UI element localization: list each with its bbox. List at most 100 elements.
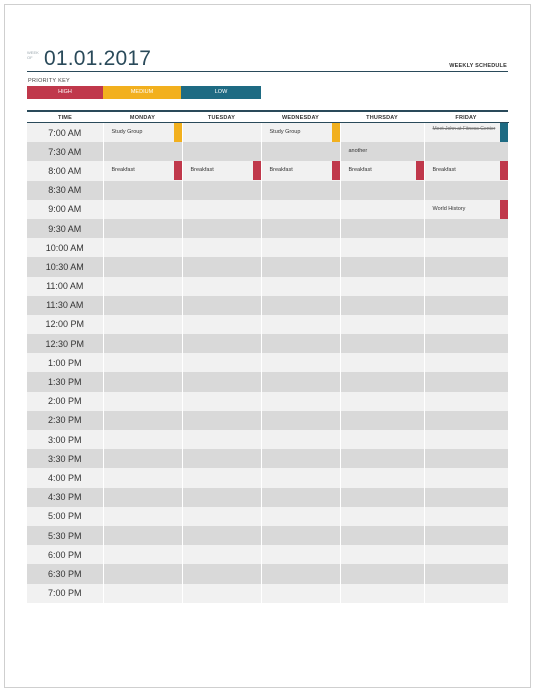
- slot-monday[interactable]: [103, 564, 183, 584]
- slot-tuesday[interactable]: [182, 276, 262, 296]
- slot-tuesday[interactable]: [182, 506, 262, 526]
- slot-monday[interactable]: [103, 487, 183, 507]
- slot-monday[interactable]: [103, 353, 183, 373]
- slot-monday[interactable]: [103, 314, 183, 335]
- slot-monday[interactable]: [103, 583, 183, 603]
- slot-wednesday[interactable]: [261, 564, 341, 584]
- slot-wednesday[interactable]: [261, 334, 341, 354]
- slot-friday[interactable]: World History: [424, 199, 509, 219]
- slot-thursday[interactable]: [340, 372, 425, 392]
- slot-friday[interactable]: [424, 295, 509, 315]
- slot-thursday[interactable]: [340, 468, 425, 488]
- slot-thursday[interactable]: [340, 583, 425, 603]
- slot-friday[interactable]: [424, 142, 509, 162]
- slot-thursday[interactable]: [340, 487, 425, 507]
- slot-wednesday[interactable]: [261, 487, 341, 507]
- slot-tuesday[interactable]: [182, 199, 262, 219]
- slot-monday[interactable]: [103, 506, 183, 526]
- slot-friday[interactable]: [424, 238, 509, 258]
- slot-thursday[interactable]: [340, 314, 425, 335]
- slot-friday[interactable]: [424, 449, 509, 469]
- slot-monday[interactable]: [103, 276, 183, 296]
- slot-monday[interactable]: [103, 257, 183, 277]
- slot-tuesday[interactable]: [182, 525, 262, 546]
- slot-tuesday[interactable]: [182, 430, 262, 450]
- slot-friday[interactable]: [424, 525, 509, 546]
- slot-monday[interactable]: Study Group: [103, 122, 183, 143]
- slot-thursday[interactable]: [340, 238, 425, 258]
- slot-monday[interactable]: [103, 334, 183, 354]
- slot-friday[interactable]: [424, 583, 509, 603]
- slot-wednesday[interactable]: [261, 180, 341, 200]
- slot-monday[interactable]: [103, 525, 183, 546]
- slot-friday[interactable]: [424, 468, 509, 488]
- slot-thursday[interactable]: [340, 199, 425, 219]
- slot-friday[interactable]: Breakfast: [424, 161, 509, 181]
- slot-wednesday[interactable]: [261, 238, 341, 258]
- slot-thursday[interactable]: another: [340, 142, 425, 162]
- slot-tuesday[interactable]: [182, 410, 262, 430]
- slot-tuesday[interactable]: [182, 545, 262, 565]
- slot-wednesday[interactable]: [261, 410, 341, 430]
- slot-monday[interactable]: [103, 180, 183, 200]
- slot-tuesday[interactable]: [182, 353, 262, 373]
- slot-friday[interactable]: [424, 506, 509, 526]
- slot-friday[interactable]: [424, 545, 509, 565]
- slot-friday[interactable]: [424, 334, 509, 354]
- slot-friday[interactable]: [424, 391, 509, 411]
- slot-wednesday[interactable]: [261, 314, 341, 335]
- slot-wednesday[interactable]: [261, 583, 341, 603]
- slot-tuesday[interactable]: [182, 314, 262, 335]
- slot-thursday[interactable]: [340, 545, 425, 565]
- slot-friday[interactable]: [424, 410, 509, 430]
- slot-tuesday[interactable]: [182, 238, 262, 258]
- slot-monday[interactable]: [103, 545, 183, 565]
- slot-thursday[interactable]: [340, 410, 425, 430]
- slot-friday[interactable]: [424, 180, 509, 200]
- slot-tuesday[interactable]: [182, 122, 262, 143]
- slot-thursday[interactable]: [340, 295, 425, 315]
- slot-thursday[interactable]: [340, 122, 425, 143]
- slot-wednesday[interactable]: [261, 353, 341, 373]
- slot-tuesday[interactable]: [182, 218, 262, 239]
- slot-thursday[interactable]: Breakfast: [340, 161, 425, 181]
- slot-friday[interactable]: Meet John at Fitness Center: [424, 122, 509, 143]
- slot-tuesday[interactable]: [182, 180, 262, 200]
- slot-wednesday[interactable]: [261, 468, 341, 488]
- slot-thursday[interactable]: [340, 353, 425, 373]
- slot-wednesday[interactable]: [261, 276, 341, 296]
- slot-thursday[interactable]: [340, 449, 425, 469]
- slot-wednesday[interactable]: [261, 372, 341, 392]
- slot-wednesday[interactable]: [261, 449, 341, 469]
- slot-monday[interactable]: [103, 391, 183, 411]
- slot-wednesday[interactable]: [261, 545, 341, 565]
- slot-monday[interactable]: [103, 449, 183, 469]
- slot-friday[interactable]: [424, 372, 509, 392]
- slot-thursday[interactable]: [340, 334, 425, 354]
- slot-monday[interactable]: [103, 238, 183, 258]
- week-date[interactable]: 01.01.2017: [44, 47, 152, 70]
- slot-wednesday[interactable]: [261, 199, 341, 219]
- slot-tuesday[interactable]: [182, 583, 262, 603]
- slot-monday[interactable]: [103, 295, 183, 315]
- slot-thursday[interactable]: [340, 525, 425, 546]
- slot-wednesday[interactable]: [261, 257, 341, 277]
- slot-tuesday[interactable]: [182, 468, 262, 488]
- slot-thursday[interactable]: [340, 506, 425, 526]
- slot-tuesday[interactable]: [182, 487, 262, 507]
- slot-thursday[interactable]: [340, 391, 425, 411]
- slot-thursday[interactable]: [340, 564, 425, 584]
- slot-friday[interactable]: [424, 430, 509, 450]
- slot-tuesday[interactable]: [182, 295, 262, 315]
- slot-monday[interactable]: [103, 468, 183, 488]
- slot-monday[interactable]: Breakfast: [103, 161, 183, 181]
- slot-thursday[interactable]: [340, 257, 425, 277]
- slot-tuesday[interactable]: [182, 372, 262, 392]
- slot-wednesday[interactable]: [261, 142, 341, 162]
- slot-tuesday[interactable]: [182, 564, 262, 584]
- slot-monday[interactable]: [103, 410, 183, 430]
- slot-thursday[interactable]: [340, 430, 425, 450]
- slot-thursday[interactable]: [340, 218, 425, 239]
- slot-tuesday[interactable]: [182, 142, 262, 162]
- slot-monday[interactable]: [103, 199, 183, 219]
